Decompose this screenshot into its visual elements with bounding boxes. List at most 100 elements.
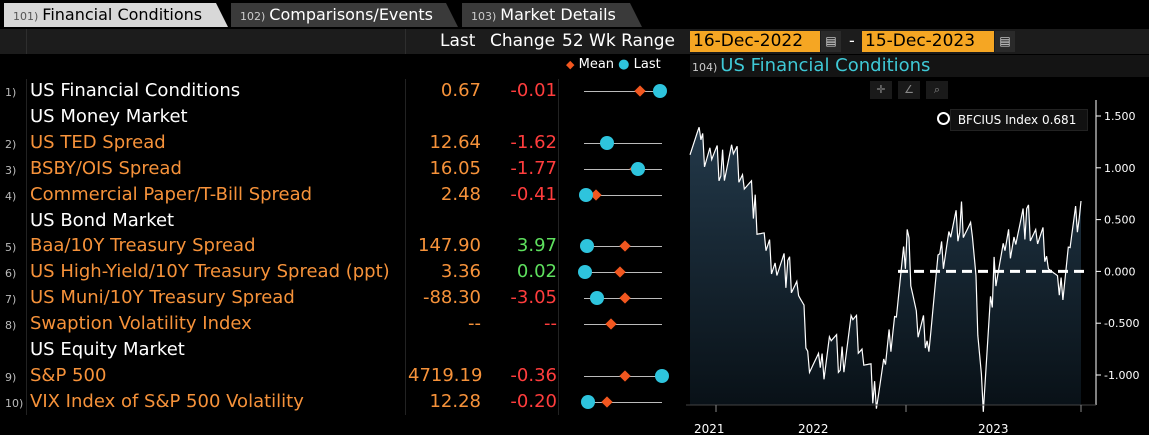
change-value: -0.20 bbox=[510, 390, 557, 412]
last-marker bbox=[580, 394, 595, 409]
tooltip-label: BFCIUS Index bbox=[957, 113, 1039, 127]
section-label: US Equity Market bbox=[30, 339, 185, 360]
row-label[interactable]: US Muni/10Y Treasury Spread bbox=[30, 287, 295, 309]
change-value: -- bbox=[544, 313, 557, 335]
tab-label: Market Details bbox=[500, 5, 616, 24]
table-row[interactable]: 3) BSBY/OIS Spread 16.05 -1.77 bbox=[0, 157, 686, 183]
calendar-icon[interactable]: ▤ bbox=[995, 31, 1015, 52]
section-header: US Money Market bbox=[0, 105, 686, 131]
calendar-icon[interactable]: ▤ bbox=[821, 31, 841, 52]
header-52wk-range: 52 Wk Range bbox=[562, 31, 675, 51]
section-header: US Bond Market bbox=[0, 209, 686, 235]
y-tick-label: -0.500 bbox=[1104, 317, 1139, 330]
tooltip-value: 0.681 bbox=[1041, 113, 1077, 127]
mean-diamond-icon: ◆ bbox=[566, 58, 575, 71]
change-value: -0.41 bbox=[510, 183, 557, 205]
last-marker bbox=[590, 291, 605, 306]
table-row[interactable]: 1) US Financial Conditions 0.67 -0.01 bbox=[0, 79, 686, 105]
tab-market-details[interactable]: 103) Market Details bbox=[462, 3, 642, 27]
last-value: -88.30 bbox=[422, 287, 481, 309]
change-value: -1.62 bbox=[510, 131, 557, 153]
table-row[interactable]: 4) Commercial Paper/T-Bill Spread 2.48 -0.4… bbox=[0, 183, 686, 209]
row-label[interactable]: S&P 500 bbox=[30, 364, 107, 386]
chart-number: 104) bbox=[692, 61, 718, 74]
mean-marker bbox=[634, 85, 646, 97]
series-line-bfcius bbox=[689, 127, 1082, 412]
last-value: 4719.19 bbox=[408, 364, 483, 386]
tab-number: 103) bbox=[471, 10, 497, 23]
end-date-input[interactable]: 15-Dec-2023 bbox=[862, 31, 994, 52]
change-value: -0.01 bbox=[510, 80, 557, 101]
column-divider bbox=[405, 79, 406, 415]
header-last: Last bbox=[440, 31, 476, 51]
row-index: 2) bbox=[5, 137, 17, 151]
column-divider bbox=[558, 79, 559, 415]
table-row[interactable]: 7) US Muni/10Y Treasury Spread -88.30 -3.05 bbox=[0, 286, 686, 312]
zoom-icon[interactable]: ⌕ bbox=[926, 81, 948, 99]
legend-mean: Mean bbox=[578, 57, 615, 72]
row-label[interactable]: Swaption Volatility Index bbox=[30, 313, 252, 335]
last-marker bbox=[630, 161, 645, 176]
tab-bar: 101) Financial Conditions 102) Comparisons… bbox=[0, 0, 1149, 27]
change-value: -3.05 bbox=[510, 287, 557, 309]
range-legend: ◆ Mean ● Last bbox=[566, 57, 661, 72]
change-value: 3.97 bbox=[516, 235, 557, 257]
row-label[interactable]: US TED Spread bbox=[30, 131, 166, 153]
last-value: 147.90 bbox=[418, 235, 481, 257]
last-dot-icon: ● bbox=[618, 57, 630, 72]
table-row[interactable]: 10) VIX Index of S&P 500 Volatility 12.28 -… bbox=[0, 390, 686, 416]
table-row[interactable]: 5) Baa/10Y Treasury Spread 147.90 3.97 bbox=[0, 234, 686, 260]
range-line bbox=[584, 401, 662, 403]
line-tool-icon[interactable]: ∠ bbox=[898, 81, 920, 99]
tab-comparisons-events[interactable]: 102) Comparisons/Events bbox=[231, 3, 458, 27]
last-marker bbox=[653, 84, 668, 98]
row-index: 5) bbox=[5, 241, 17, 255]
y-tick-label: 0.000 bbox=[1104, 265, 1136, 278]
x-tick-label: 2021 bbox=[694, 422, 725, 435]
financial-conditions-chart[interactable]: 1.500 1.000 0.500 0.000 -0.500 -1.000 2021 2022… bbox=[686, 100, 1149, 435]
last-value: 12.28 bbox=[429, 390, 481, 412]
x-tick-label: 2023 bbox=[978, 422, 1009, 435]
table-header: Last Change 52 Wk Range bbox=[0, 29, 686, 54]
header-divider bbox=[405, 29, 406, 54]
range-line bbox=[584, 168, 662, 170]
last-value: 3.36 bbox=[440, 261, 481, 283]
range-line bbox=[584, 194, 662, 196]
row-index: 9) bbox=[5, 370, 17, 384]
row-index: 10) bbox=[5, 396, 24, 410]
table-row[interactable]: 9) S&P 500 4719.19 -0.36 bbox=[0, 364, 686, 390]
row-label[interactable]: US Financial Conditions bbox=[30, 80, 241, 101]
row-label[interactable]: BSBY/OIS Spread bbox=[30, 157, 182, 179]
table-row[interactable]: 8) Swaption Volatility Index -- -- bbox=[0, 312, 686, 338]
tooltip-marker-icon bbox=[937, 112, 950, 125]
mean-marker bbox=[619, 240, 631, 253]
section-label: US Money Market bbox=[30, 105, 188, 127]
table-row[interactable]: 2) US TED Spread 12.64 -1.62 bbox=[0, 131, 686, 157]
last-marker bbox=[579, 187, 594, 202]
row-label[interactable]: Commercial Paper/T-Bill Spread bbox=[30, 183, 313, 205]
tab-financial-conditions[interactable]: 101) Financial Conditions bbox=[4, 3, 228, 27]
date-separator: - bbox=[849, 31, 855, 50]
last-marker bbox=[577, 265, 592, 280]
change-value: -0.36 bbox=[510, 364, 557, 386]
chart-title-bar: 104) US Financial Conditions bbox=[690, 55, 1149, 77]
start-date-input[interactable]: 16-Dec-2022 bbox=[690, 31, 820, 52]
legend-last: Last bbox=[633, 57, 661, 72]
crosshair-icon[interactable]: ✛ bbox=[870, 81, 892, 99]
section-label: US Bond Market bbox=[30, 209, 175, 231]
table-row[interactable]: 6) US High-Yield/10Y Treasury Spread (ppt… bbox=[0, 260, 686, 286]
y-tick-label: 1.500 bbox=[1104, 110, 1136, 123]
row-index: 3) bbox=[5, 163, 17, 177]
row-label[interactable]: US High-Yield/10Y Treasury Spread (ppt) bbox=[30, 261, 390, 283]
last-value: 2.48 bbox=[440, 183, 481, 205]
tab-label: Financial Conditions bbox=[42, 5, 203, 24]
y-tick-label: -1.000 bbox=[1104, 369, 1139, 382]
last-value: -- bbox=[468, 313, 481, 335]
header-change: Change bbox=[490, 31, 556, 51]
row-label[interactable]: VIX Index of S&P 500 Volatility bbox=[30, 390, 304, 412]
mean-marker bbox=[605, 318, 617, 330]
last-value: 0.67 bbox=[440, 80, 481, 101]
row-label[interactable]: Baa/10Y Treasury Spread bbox=[30, 235, 256, 257]
y-tick-label: 1.000 bbox=[1104, 162, 1136, 175]
range-line bbox=[584, 324, 662, 326]
